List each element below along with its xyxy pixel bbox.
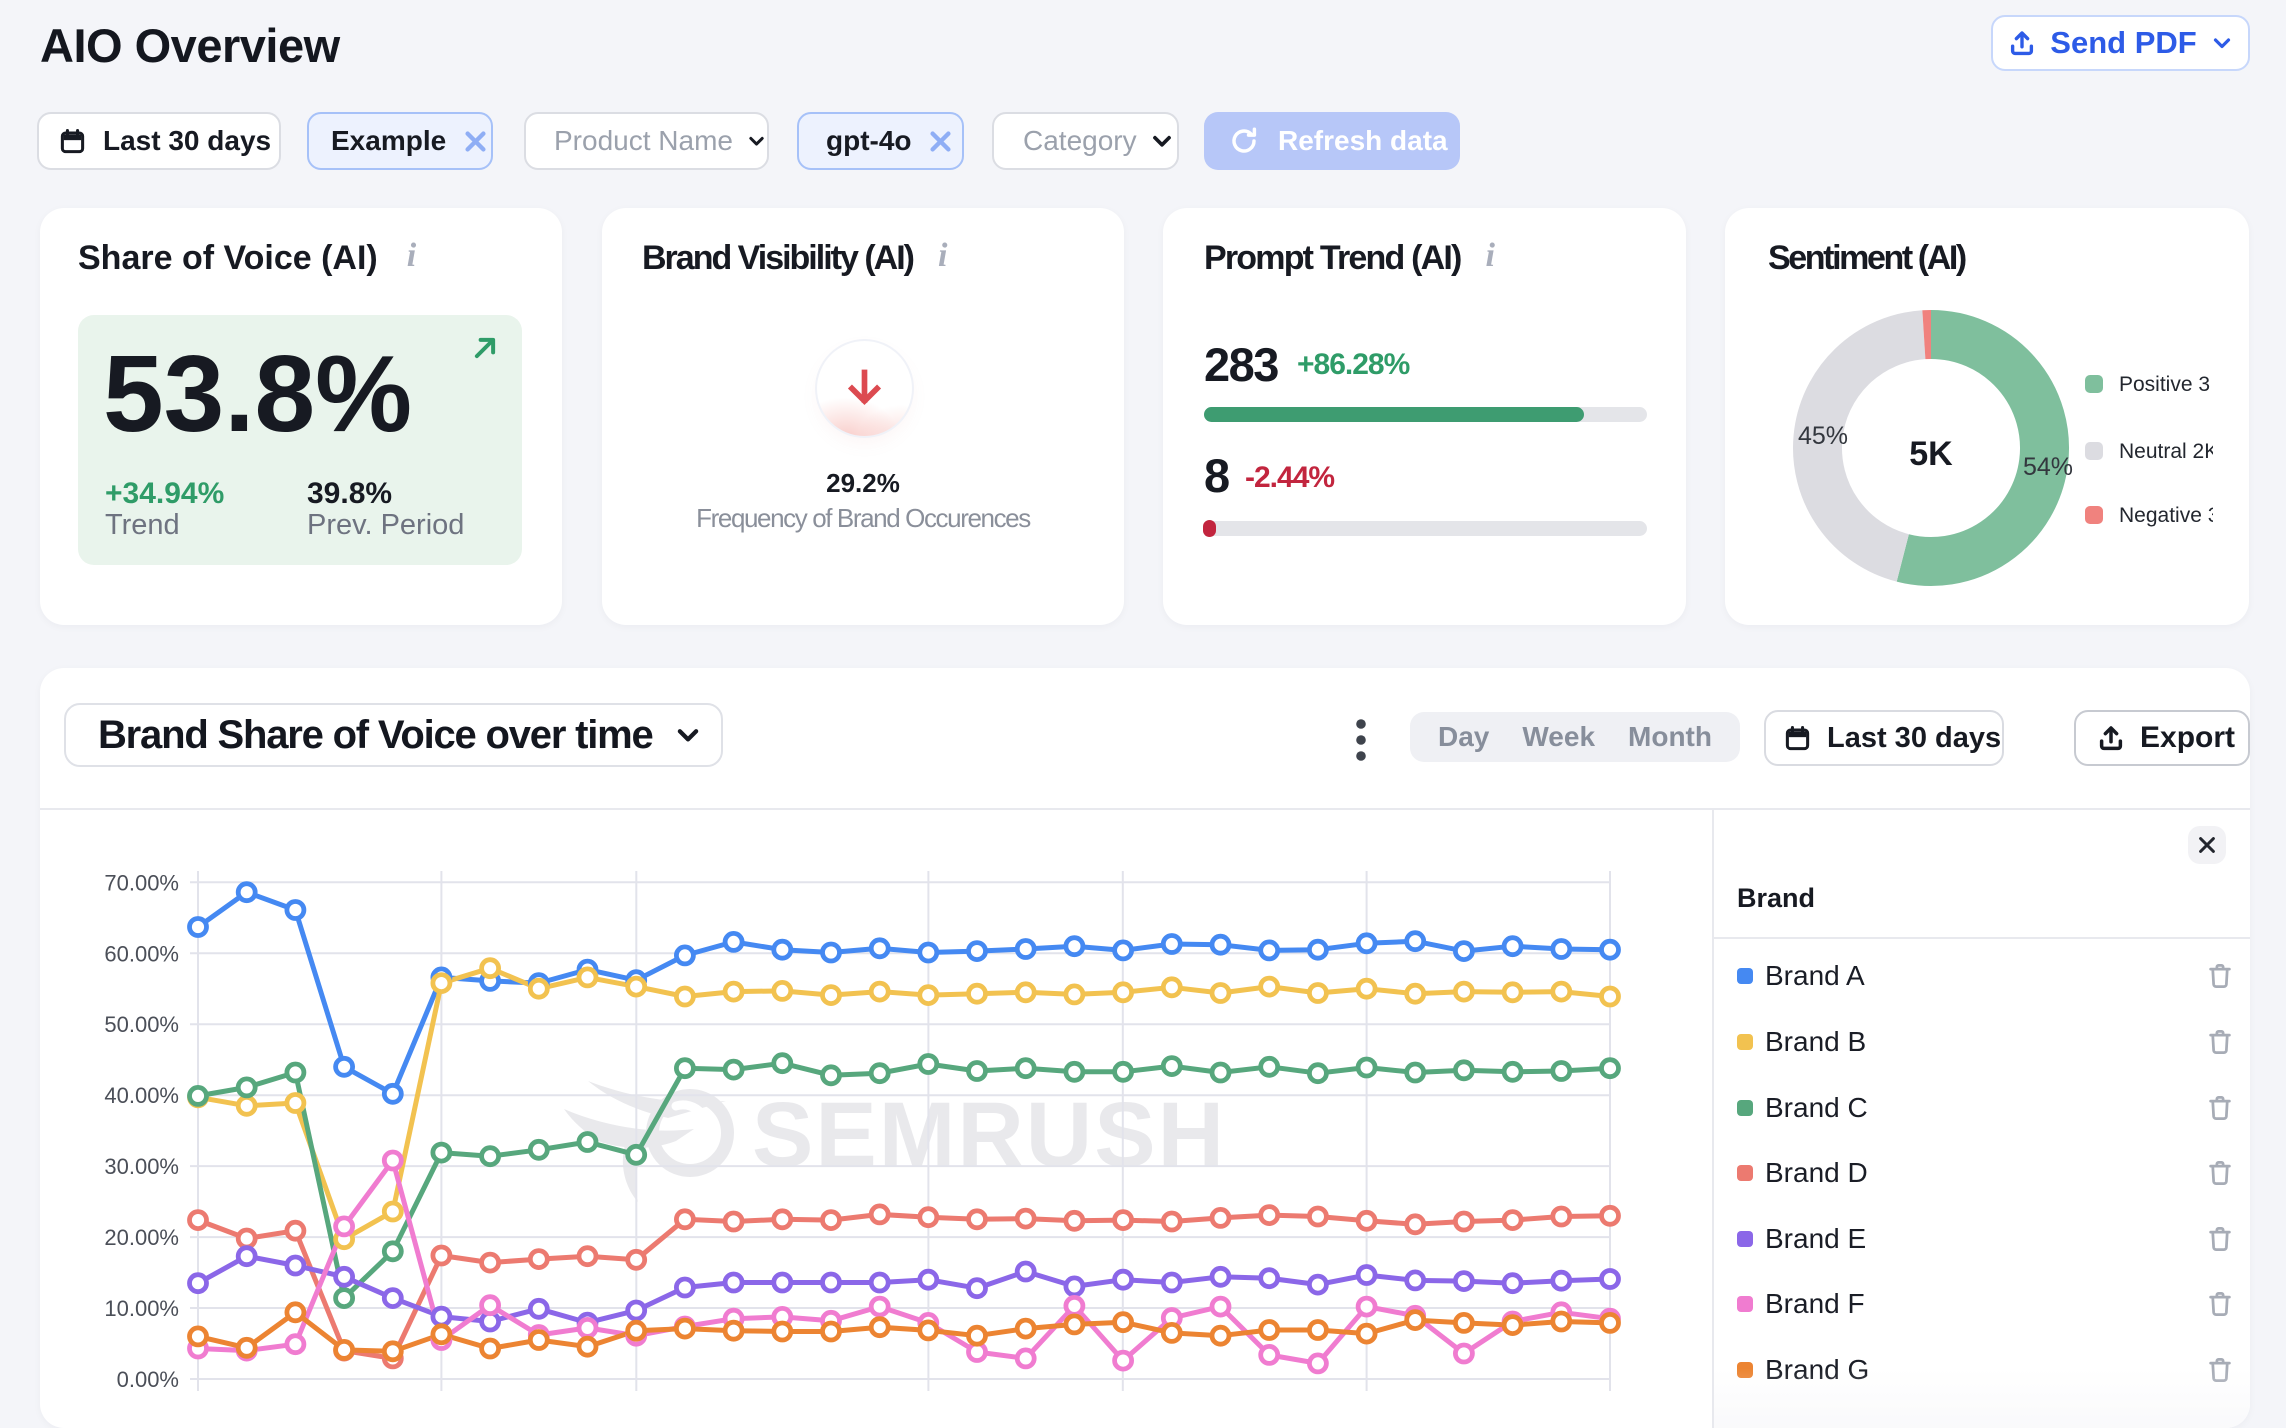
svg-text:60.00%: 60.00%: [104, 941, 179, 966]
svg-text:50.00%: 50.00%: [104, 1012, 179, 1037]
svg-text:30.00%: 30.00%: [104, 1154, 179, 1179]
svg-text:SEMRUSH: SEMRUSH: [752, 1084, 1226, 1186]
svg-text:70.00%: 70.00%: [104, 870, 179, 895]
svg-text:40.00%: 40.00%: [104, 1083, 179, 1108]
svg-text:20.00%: 20.00%: [104, 1225, 179, 1250]
svg-text:0.00%: 0.00%: [117, 1367, 179, 1392]
svg-text:10.00%: 10.00%: [104, 1296, 179, 1321]
